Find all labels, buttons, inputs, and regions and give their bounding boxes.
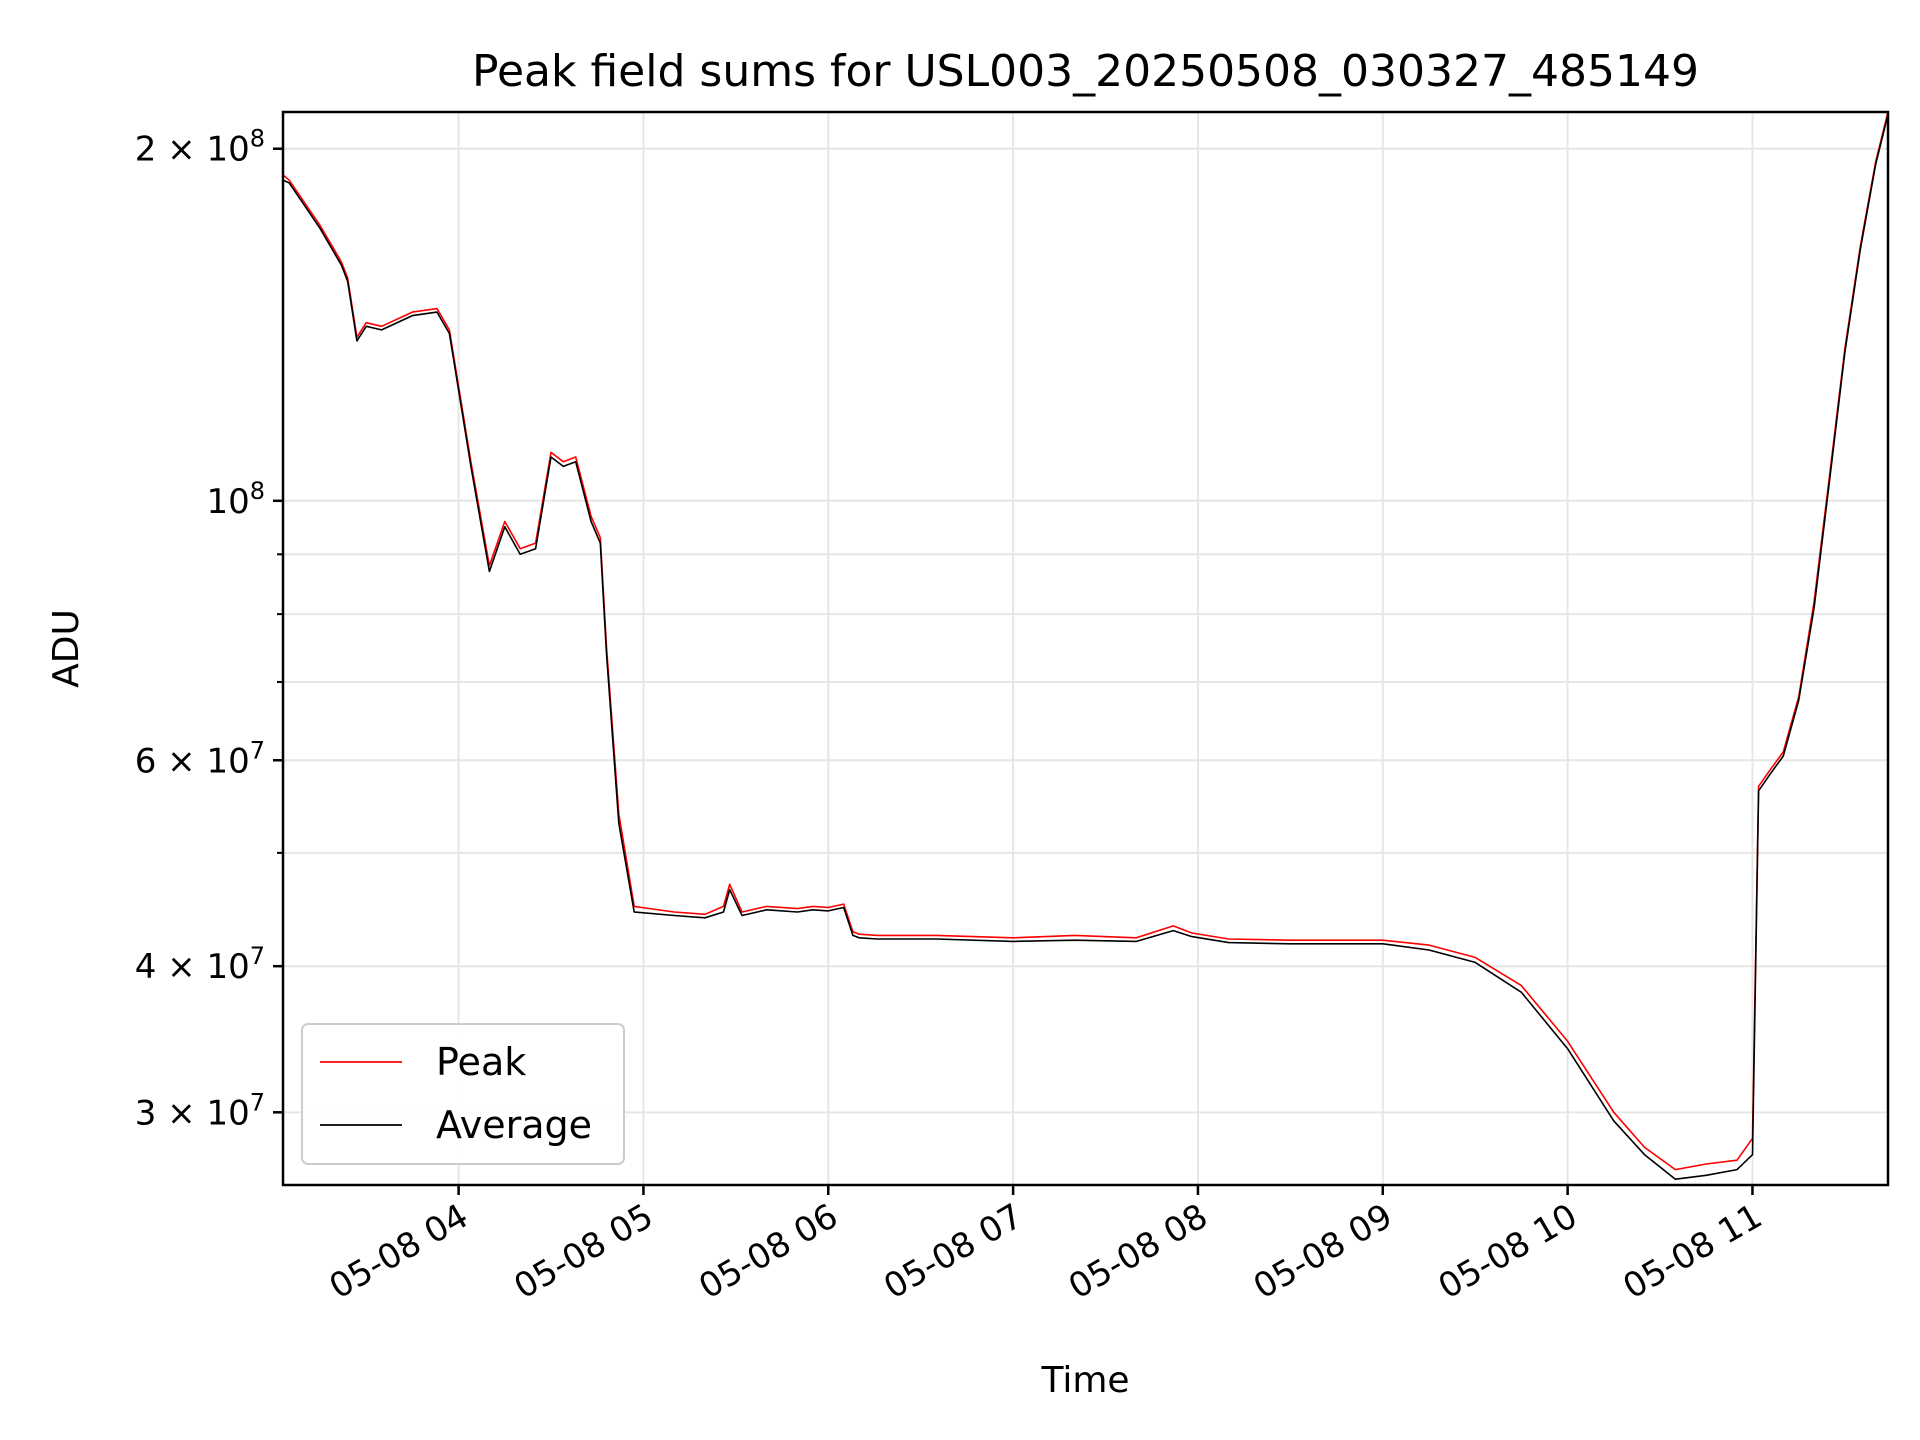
legend-label-peak: Peak xyxy=(436,1040,526,1084)
x-tick-label: 05-08 10 xyxy=(1432,1196,1584,1307)
legend-label-average: Average xyxy=(436,1103,592,1147)
legend-box xyxy=(301,1023,625,1165)
grid xyxy=(283,112,1888,1185)
plot-area-frame xyxy=(281,110,1890,1187)
x-tick-label: 05-08 07 xyxy=(877,1196,1029,1307)
y-tick-label: 108 xyxy=(206,477,265,522)
x-tick-label: 05-08 06 xyxy=(692,1196,844,1307)
chart-title: Peak field sums for USL003_20250508_0303… xyxy=(472,46,1699,97)
x-axis-ticks: 05-08 04 05-08 05 05-08 06 05-08 07 05-08 08… xyxy=(323,1185,1769,1307)
y-tick-label: 4 × 107 xyxy=(135,942,265,987)
y-tick-label: 3 × 107 xyxy=(135,1088,265,1133)
legend: Peak Average xyxy=(301,1023,625,1165)
x-tick-label: 05-08 11 xyxy=(1617,1196,1769,1307)
series-line-peak xyxy=(282,111,1889,1171)
x-tick-label: 05-08 05 xyxy=(508,1196,660,1307)
x-axis-label: Time xyxy=(1040,1360,1129,1401)
y-axis-label: ADU xyxy=(46,609,87,688)
y-tick-label: 2 × 108 xyxy=(135,125,265,170)
y-tick-label: 6 × 107 xyxy=(135,736,265,781)
x-tick-label: 05-08 04 xyxy=(323,1196,475,1307)
series-line-average xyxy=(282,114,1889,1180)
x-tick-label: 05-08 08 xyxy=(1062,1196,1214,1307)
x-tick-label: 05-08 09 xyxy=(1247,1196,1399,1307)
series-layer xyxy=(282,111,1889,1180)
y-axis-ticks: 3 × 107 4 × 107 6 × 107 108 2 × 108 xyxy=(135,125,283,1133)
